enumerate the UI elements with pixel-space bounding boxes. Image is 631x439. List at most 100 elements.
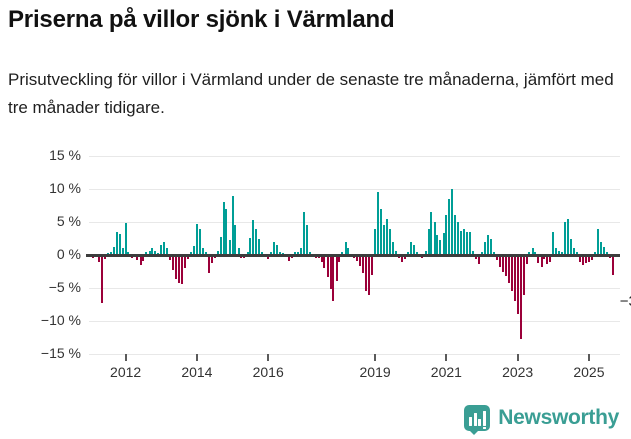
bar xyxy=(564,222,567,255)
bar xyxy=(246,251,249,255)
bar xyxy=(237,248,240,255)
bar xyxy=(234,225,237,255)
bar xyxy=(585,255,588,263)
bar xyxy=(112,247,115,255)
x-axis-tick-mark xyxy=(374,354,377,361)
bar xyxy=(439,240,442,255)
bar xyxy=(341,251,344,255)
x-axis: 2012 2014 2016 2019 2021 2023 2025 xyxy=(89,354,620,394)
y-axis-tick-label: 15 % xyxy=(49,147,81,163)
bar xyxy=(296,251,299,255)
bar xyxy=(576,251,579,255)
bar xyxy=(531,248,534,255)
bar xyxy=(519,255,522,340)
bar xyxy=(184,255,187,269)
bar xyxy=(121,248,124,255)
bar xyxy=(365,255,368,291)
bar xyxy=(308,251,311,255)
bar xyxy=(394,251,397,255)
chart-subtitle: Prisutveckling för villor i Värmland und… xyxy=(8,70,614,117)
bar xyxy=(537,255,540,263)
bar xyxy=(145,252,148,255)
bar xyxy=(278,251,281,255)
bar xyxy=(198,228,201,255)
bar xyxy=(293,252,296,255)
page-title: Priserna på villor sjönk i Värmland xyxy=(8,6,395,33)
bar xyxy=(302,212,305,255)
logo-chart-bar xyxy=(482,411,486,426)
x-axis-tick-label: 2019 xyxy=(359,364,391,380)
gridline xyxy=(89,222,620,223)
bar xyxy=(344,241,347,255)
bar xyxy=(409,241,412,255)
bar xyxy=(558,251,561,255)
bar xyxy=(528,251,531,255)
zero-line xyxy=(86,254,620,257)
bar xyxy=(109,251,112,255)
bar xyxy=(587,255,590,262)
bar xyxy=(175,255,178,279)
bar xyxy=(273,241,276,255)
bar xyxy=(463,228,466,255)
bar xyxy=(195,223,198,255)
bar xyxy=(329,255,332,290)
bar xyxy=(454,215,457,255)
x-axis-tick-mark xyxy=(587,354,590,361)
bar xyxy=(231,195,234,255)
bar xyxy=(460,231,463,255)
bar xyxy=(469,231,472,255)
bar xyxy=(442,232,445,255)
bar xyxy=(320,255,323,262)
bar xyxy=(498,255,501,267)
bar xyxy=(448,198,451,255)
bar xyxy=(216,251,219,255)
bar xyxy=(481,251,483,255)
bar xyxy=(201,248,204,255)
gridline xyxy=(89,189,620,190)
bar xyxy=(252,220,255,255)
bar xyxy=(436,235,439,255)
bar xyxy=(457,222,460,255)
bar xyxy=(555,248,558,255)
y-axis-tick-label: 0 % xyxy=(56,246,81,262)
bar xyxy=(180,255,183,285)
bar xyxy=(160,245,163,255)
bar xyxy=(299,248,302,255)
bar xyxy=(332,255,335,302)
bar xyxy=(139,255,142,265)
bar xyxy=(516,255,519,315)
bar xyxy=(347,248,350,255)
bar xyxy=(326,255,329,278)
bar xyxy=(495,255,498,260)
logo-chart-bar xyxy=(478,419,482,426)
bar xyxy=(163,241,166,255)
bar xyxy=(478,255,481,264)
bar xyxy=(362,255,365,273)
bar xyxy=(151,248,154,255)
bar xyxy=(323,255,326,269)
logo-chart-bar xyxy=(469,417,473,426)
bar xyxy=(169,255,172,260)
bar xyxy=(501,255,504,273)
x-axis-tick-label: 2023 xyxy=(502,364,534,380)
bar xyxy=(115,231,118,255)
x-axis-tick-mark xyxy=(267,354,270,361)
y-axis-tick-label: −15 % xyxy=(40,345,81,361)
bar xyxy=(258,238,261,255)
last-value-annotation: −3 % xyxy=(619,292,631,310)
bar xyxy=(136,255,139,261)
bar xyxy=(148,251,151,255)
gridline xyxy=(89,156,620,157)
bar xyxy=(380,208,383,255)
bar xyxy=(602,247,605,255)
bar xyxy=(189,251,192,255)
y-axis: 15 % 10 % 5 % 0 % −5 % −10 % −15 % xyxy=(3,147,81,361)
bar xyxy=(118,233,121,255)
bar xyxy=(207,255,210,274)
bar xyxy=(596,228,599,255)
bar xyxy=(504,255,507,277)
y-axis-tick-label: −10 % xyxy=(40,312,81,328)
bar xyxy=(590,255,593,261)
bar xyxy=(445,215,448,255)
